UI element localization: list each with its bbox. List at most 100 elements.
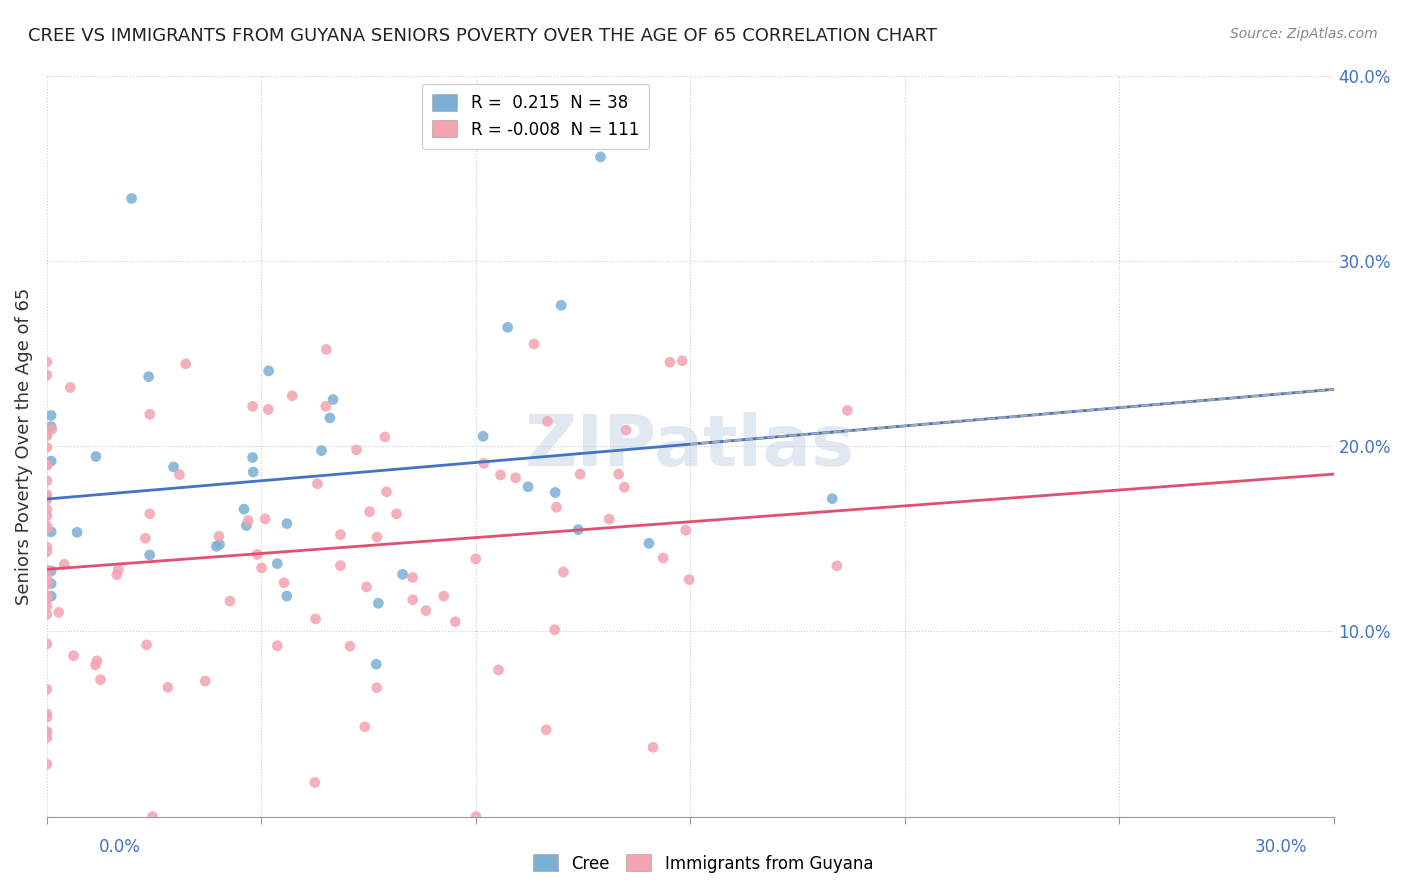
Point: [141, 809, 163, 823]
Point: [307, 476, 329, 491]
Point: [39, 524, 62, 539]
Point: [66, 525, 89, 540]
Point: [678, 573, 700, 587]
Point: [35, 706, 58, 721]
Point: [35, 607, 58, 622]
Point: [250, 561, 273, 575]
Point: [121, 192, 143, 206]
Point: [35, 540, 58, 554]
Point: [35, 725, 58, 739]
Point: [35, 508, 58, 523]
Point: [638, 536, 661, 550]
Point: [401, 570, 423, 584]
Point: [174, 357, 197, 371]
Point: [339, 640, 361, 654]
Text: CREE VS IMMIGRANTS FROM GUYANA SENIORS POVERTY OVER THE AGE OF 65 CORRELATION CH: CREE VS IMMIGRANTS FROM GUYANA SENIORS P…: [28, 27, 938, 45]
Point: [257, 364, 280, 378]
Point: [35, 458, 58, 472]
Point: [536, 414, 558, 428]
Point: [139, 507, 162, 521]
Point: [39, 589, 62, 603]
Point: [35, 545, 58, 559]
Point: [84, 657, 107, 672]
Point: [35, 575, 58, 590]
Point: [156, 681, 179, 695]
Point: [235, 518, 257, 533]
Point: [35, 474, 58, 488]
Point: [35, 731, 58, 745]
Point: [242, 400, 264, 414]
Point: [489, 467, 512, 482]
Point: [194, 674, 217, 689]
Point: [517, 480, 540, 494]
Point: [35, 577, 58, 591]
Point: [356, 580, 378, 594]
Point: [367, 596, 389, 610]
Point: [35, 599, 58, 614]
Point: [366, 657, 388, 672]
Point: [84, 450, 107, 464]
Point: [544, 623, 567, 637]
Point: [35, 563, 58, 577]
Point: [346, 442, 368, 457]
Point: [138, 369, 160, 384]
Point: [391, 567, 413, 582]
Point: [536, 723, 558, 737]
Point: [48, 605, 70, 619]
Point: [496, 320, 519, 334]
Point: [569, 467, 592, 482]
Point: [35, 429, 58, 443]
Point: [35, 492, 58, 507]
Point: [105, 567, 128, 582]
Point: [374, 430, 396, 444]
Point: [62, 648, 84, 663]
Point: [138, 548, 160, 562]
Point: [35, 355, 58, 369]
Legend: Cree, Immigrants from Guyana: Cree, Immigrants from Guyana: [526, 847, 880, 880]
Point: [472, 456, 495, 470]
Point: [35, 589, 58, 603]
Point: [39, 454, 62, 468]
Point: [139, 408, 162, 422]
Point: [39, 576, 62, 591]
Point: [567, 523, 589, 537]
Point: [35, 487, 58, 501]
Point: [652, 551, 675, 566]
Point: [353, 720, 375, 734]
Point: [41, 422, 63, 436]
Point: [276, 589, 298, 603]
Point: [89, 673, 111, 687]
Point: [162, 459, 184, 474]
Point: [242, 450, 264, 465]
Point: [433, 589, 456, 603]
Point: [233, 502, 256, 516]
Point: [219, 594, 242, 608]
Point: [205, 539, 228, 553]
Point: [236, 514, 259, 528]
Y-axis label: Seniors Poverty Over the Age of 65: Seniors Poverty Over the Age of 65: [15, 287, 32, 605]
Point: [39, 564, 62, 578]
Point: [359, 505, 381, 519]
Point: [35, 458, 58, 473]
Point: [472, 429, 495, 443]
Point: [254, 512, 277, 526]
Point: [523, 337, 546, 351]
Point: [208, 537, 231, 551]
Point: [319, 411, 342, 425]
Point: [35, 589, 58, 603]
Point: [315, 400, 337, 414]
Point: [107, 562, 129, 576]
Point: [266, 557, 288, 571]
Point: [821, 491, 844, 506]
Point: [35, 491, 58, 505]
Point: [544, 485, 567, 500]
Text: Source: ZipAtlas.com: Source: ZipAtlas.com: [1230, 27, 1378, 41]
Point: [59, 380, 82, 394]
Point: [35, 521, 58, 535]
Point: [276, 516, 298, 531]
Point: [315, 343, 337, 357]
Point: [465, 809, 488, 823]
Point: [607, 467, 630, 481]
Point: [671, 353, 693, 368]
Point: [464, 552, 486, 566]
